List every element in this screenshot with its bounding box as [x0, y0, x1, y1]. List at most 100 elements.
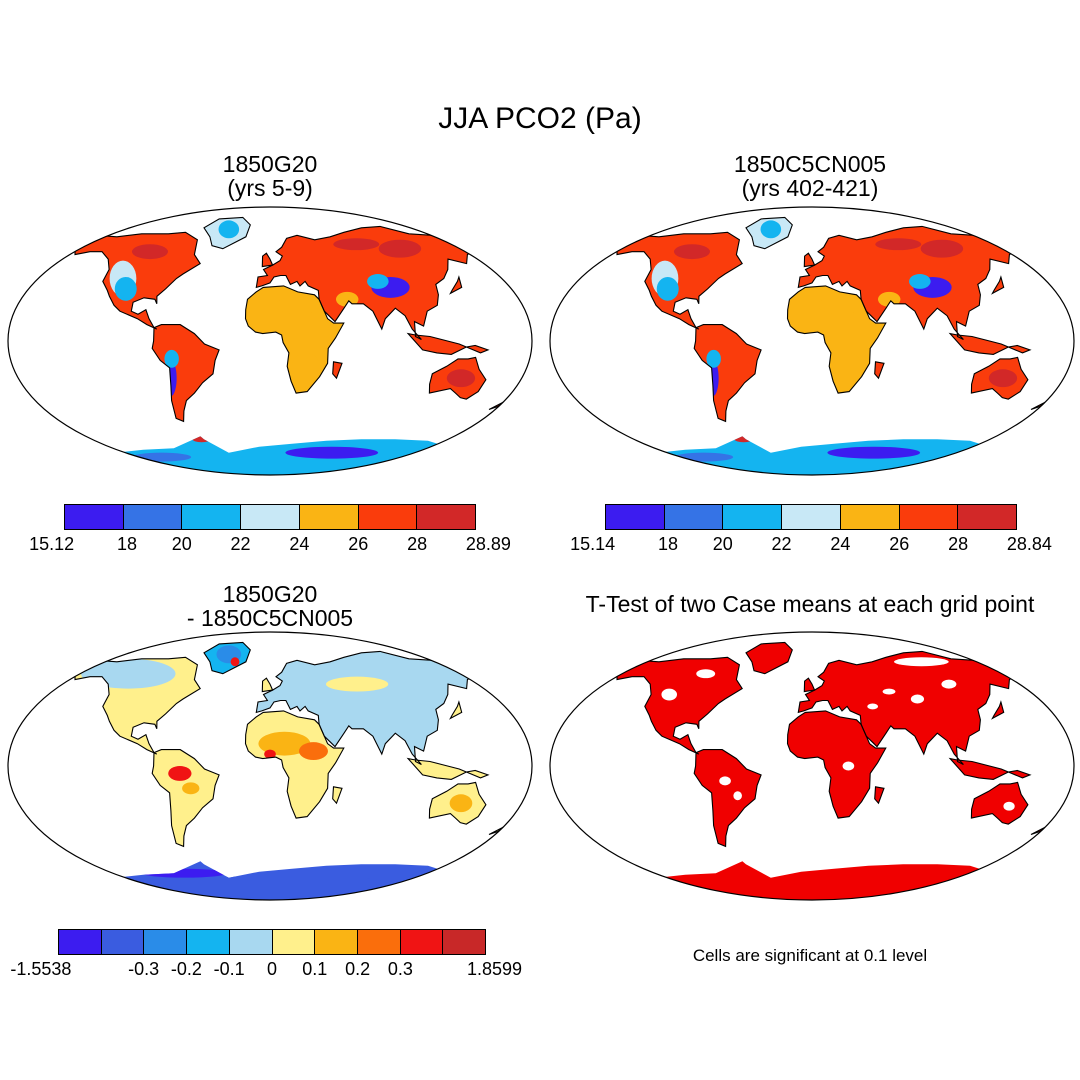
field-anomaly [285, 446, 379, 459]
colorbar-tick-label: 15.12 [29, 534, 75, 554]
colorbar-tick-label: 26 [889, 534, 910, 554]
significance-note: Cells are significant at 0.1 level [692, 946, 928, 965]
colorbar-tick-label: 28.89 [465, 534, 511, 554]
panel3-title: 1850G20 - 1850C5CN005 [120, 582, 420, 630]
coastline [261, 677, 274, 693]
landmass-madagascar [874, 786, 884, 804]
field-anomaly [673, 244, 710, 260]
coastline [332, 786, 343, 805]
colorbar-tick-label: -0.2 [170, 959, 202, 979]
field-anomaly [875, 238, 922, 251]
panel1-title-line2: (yrs 5-9) [227, 175, 313, 201]
colorbar-tick-label: 0.3 [387, 959, 413, 979]
landmass-indonesia [950, 758, 1030, 780]
colorbar-difference [58, 929, 486, 955]
colorbar-tick-label: 0.2 [345, 959, 371, 979]
panel3-title-line2: - 1850C5CN005 [186, 605, 354, 631]
colorbar-tick-label: -0.1 [213, 959, 245, 979]
field-anomaly [298, 742, 328, 761]
landmass-africa [787, 710, 886, 819]
coastline [255, 650, 478, 765]
colorbar-swatch [315, 930, 358, 954]
field-anomaly [983, 445, 1005, 452]
field-anomaly [920, 239, 964, 258]
field-anomaly [733, 791, 742, 801]
landmass-indonesia [408, 333, 488, 355]
map-panel-case1 [7, 206, 533, 476]
panel1-title-line1: 1850G20 [222, 151, 318, 177]
coastline [74, 231, 201, 330]
field-anomaly [867, 703, 879, 710]
landmass-samerica [694, 324, 762, 422]
field-anomaly [395, 706, 438, 737]
field-anomaly [661, 688, 678, 701]
field-anomaly [910, 694, 925, 704]
landmass-uk [262, 678, 273, 692]
field-anomaly [258, 731, 311, 756]
coastline [693, 324, 762, 423]
panel3-title-line1: 1850G20 [222, 581, 318, 607]
landmass-madagascar [332, 361, 342, 379]
field-anomaly [696, 669, 716, 679]
colorbar-tick-label: 28.84 [1006, 534, 1052, 554]
coastline [151, 324, 220, 423]
coastline [745, 216, 793, 250]
landmass-uk [804, 678, 815, 692]
field-anomaly [719, 776, 731, 786]
colorbar-swatch [272, 930, 316, 954]
coastline [803, 252, 816, 268]
coastline [428, 356, 487, 400]
coastline [332, 361, 343, 380]
coastline [786, 710, 887, 819]
colorbar-tick-label: 18 [116, 534, 137, 554]
field-anomaly [706, 349, 721, 368]
coastline [406, 757, 490, 780]
colorbar-swatch [187, 930, 230, 954]
landmass-samerica [694, 749, 762, 847]
map-border [549, 631, 1075, 901]
colorbar-swatch [101, 930, 145, 954]
field-anomaly [367, 274, 389, 289]
coastline [428, 781, 487, 825]
colorbar-tick-label: 20 [712, 534, 733, 554]
field-anomaly [164, 349, 179, 368]
field-anomaly [378, 239, 422, 258]
colorbar-tick-label: 24 [289, 534, 310, 554]
colorbar-swatch [417, 505, 476, 529]
landmass-australia [971, 782, 1028, 825]
coastline [244, 710, 345, 819]
colorbar-swatch [840, 505, 900, 529]
colorbar-swatch [723, 505, 783, 529]
colorbar-tick-label: 18 [657, 534, 678, 554]
colorbar-swatch [241, 505, 300, 529]
coastline [874, 786, 885, 805]
coastline [203, 641, 251, 675]
coastline [151, 749, 220, 848]
colorbar-swatch [123, 505, 183, 529]
coastline [449, 700, 463, 720]
colorbar-swatch [358, 505, 418, 529]
colorbar-swatch [606, 505, 665, 529]
field-anomaly [882, 688, 896, 695]
field-anomaly [264, 749, 276, 759]
panel1-title: 1850G20 (yrs 5-9) [120, 152, 420, 200]
field-anomaly [1003, 801, 1015, 811]
coastline [244, 285, 345, 394]
field-anomaly [218, 220, 240, 239]
coastline [406, 332, 490, 355]
field-anomaly [817, 296, 864, 315]
colorbar-tick-label: 0.1 [302, 959, 328, 979]
colorbar-tick-label: -0.3 [128, 959, 160, 979]
field-anomaly [441, 445, 463, 452]
landmass-madagascar [874, 361, 884, 379]
coastline [786, 285, 887, 394]
map-panel-ttest [549, 631, 1075, 901]
field-anomaly [230, 657, 240, 667]
field-anomaly [131, 244, 168, 260]
map-panel-case2 [549, 206, 1075, 476]
field-anomaly [877, 291, 901, 307]
panel2-title-line2: (yrs 402-421) [741, 175, 879, 201]
coastline [948, 757, 1032, 780]
coastline [616, 656, 743, 755]
field-anomaly [275, 296, 322, 315]
